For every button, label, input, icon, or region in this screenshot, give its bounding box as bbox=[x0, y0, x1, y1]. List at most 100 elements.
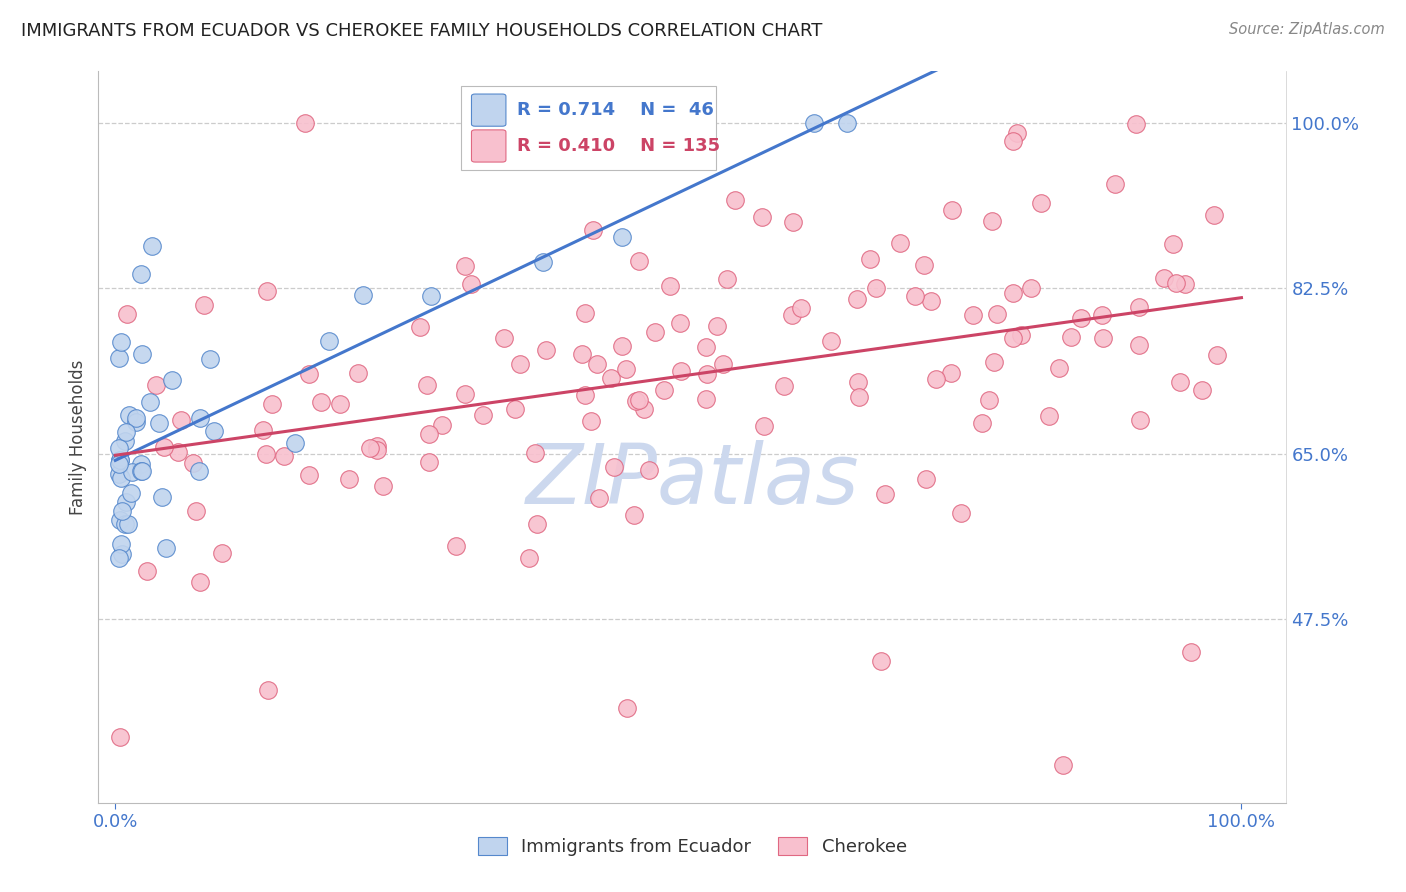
Point bbox=[571, 347, 593, 361]
Point bbox=[1174, 277, 1197, 292]
Point bbox=[641, 135, 664, 149]
Point bbox=[652, 383, 675, 397]
Point bbox=[337, 472, 360, 486]
Point bbox=[114, 517, 136, 532]
Point bbox=[915, 472, 938, 486]
Point bbox=[262, 397, 284, 411]
Point bbox=[981, 214, 1004, 228]
Point bbox=[129, 457, 152, 471]
Point bbox=[509, 357, 531, 371]
Point bbox=[1038, 409, 1060, 423]
Point bbox=[986, 307, 1008, 321]
Point bbox=[627, 392, 650, 407]
Point bbox=[108, 453, 131, 467]
Point bbox=[503, 402, 526, 417]
Point bbox=[131, 347, 153, 361]
Point bbox=[110, 471, 132, 485]
Point bbox=[188, 411, 211, 425]
Point bbox=[1019, 281, 1042, 295]
Point bbox=[627, 254, 650, 268]
Point bbox=[117, 408, 139, 422]
Point bbox=[129, 465, 152, 479]
Point bbox=[107, 551, 129, 566]
Point bbox=[695, 392, 717, 407]
Point bbox=[920, 294, 942, 309]
Point bbox=[1202, 208, 1225, 222]
Point bbox=[752, 419, 775, 434]
Point bbox=[297, 467, 319, 482]
Point bbox=[865, 281, 887, 295]
Point bbox=[460, 277, 482, 292]
Point bbox=[284, 435, 307, 450]
Point bbox=[845, 293, 868, 307]
Point bbox=[696, 368, 718, 382]
Point bbox=[294, 116, 316, 130]
Point bbox=[254, 447, 277, 461]
Point bbox=[114, 434, 136, 448]
Point bbox=[110, 334, 132, 349]
Point bbox=[1180, 645, 1202, 659]
Point bbox=[494, 330, 516, 344]
Point bbox=[579, 414, 602, 428]
Point bbox=[148, 416, 170, 430]
Point bbox=[359, 441, 381, 455]
Point bbox=[588, 491, 610, 506]
Point bbox=[200, 352, 222, 367]
Point bbox=[311, 394, 333, 409]
Point bbox=[977, 392, 1000, 407]
Point bbox=[110, 730, 132, 744]
Point bbox=[723, 193, 745, 207]
Point bbox=[318, 334, 340, 348]
Point bbox=[418, 454, 440, 468]
Point bbox=[120, 486, 142, 500]
Point bbox=[155, 541, 177, 555]
Point bbox=[939, 366, 962, 380]
Point bbox=[117, 516, 139, 531]
Point bbox=[432, 418, 454, 433]
Point bbox=[188, 464, 211, 478]
Point bbox=[444, 539, 467, 553]
Point bbox=[912, 258, 935, 272]
Point bbox=[586, 357, 609, 371]
Point bbox=[298, 367, 321, 381]
Point bbox=[107, 467, 129, 481]
Point bbox=[1070, 311, 1092, 326]
Point bbox=[859, 252, 882, 266]
Point bbox=[1191, 383, 1213, 397]
Point bbox=[352, 288, 374, 302]
Point bbox=[153, 441, 176, 455]
Point bbox=[773, 379, 796, 393]
Point bbox=[941, 203, 963, 218]
Point bbox=[135, 565, 157, 579]
Legend: Immigrants from Ecuador, Cherokee: Immigrants from Ecuador, Cherokee bbox=[471, 830, 914, 863]
Text: Source: ZipAtlas.com: Source: ZipAtlas.com bbox=[1229, 22, 1385, 37]
Point bbox=[108, 452, 131, 467]
Point bbox=[574, 306, 596, 320]
Point bbox=[658, 279, 681, 293]
Point bbox=[1129, 413, 1152, 427]
Point bbox=[139, 395, 162, 409]
Point bbox=[1125, 116, 1147, 130]
Point bbox=[603, 459, 626, 474]
Point bbox=[121, 465, 143, 479]
Point bbox=[415, 378, 437, 392]
Point bbox=[256, 284, 278, 298]
Point bbox=[803, 116, 825, 130]
Point bbox=[695, 340, 717, 354]
Point bbox=[1205, 348, 1227, 362]
Point bbox=[1007, 126, 1029, 140]
Point bbox=[950, 506, 973, 520]
Point bbox=[454, 259, 477, 273]
Point bbox=[419, 289, 441, 303]
Point bbox=[536, 343, 558, 357]
Point bbox=[970, 416, 993, 430]
Point bbox=[1168, 375, 1191, 389]
FancyBboxPatch shape bbox=[461, 86, 716, 170]
Point bbox=[150, 490, 173, 504]
Point bbox=[145, 377, 167, 392]
Point bbox=[638, 463, 661, 477]
Point bbox=[188, 574, 211, 589]
Point bbox=[366, 439, 388, 453]
Point bbox=[904, 289, 927, 303]
Point bbox=[1002, 134, 1025, 148]
